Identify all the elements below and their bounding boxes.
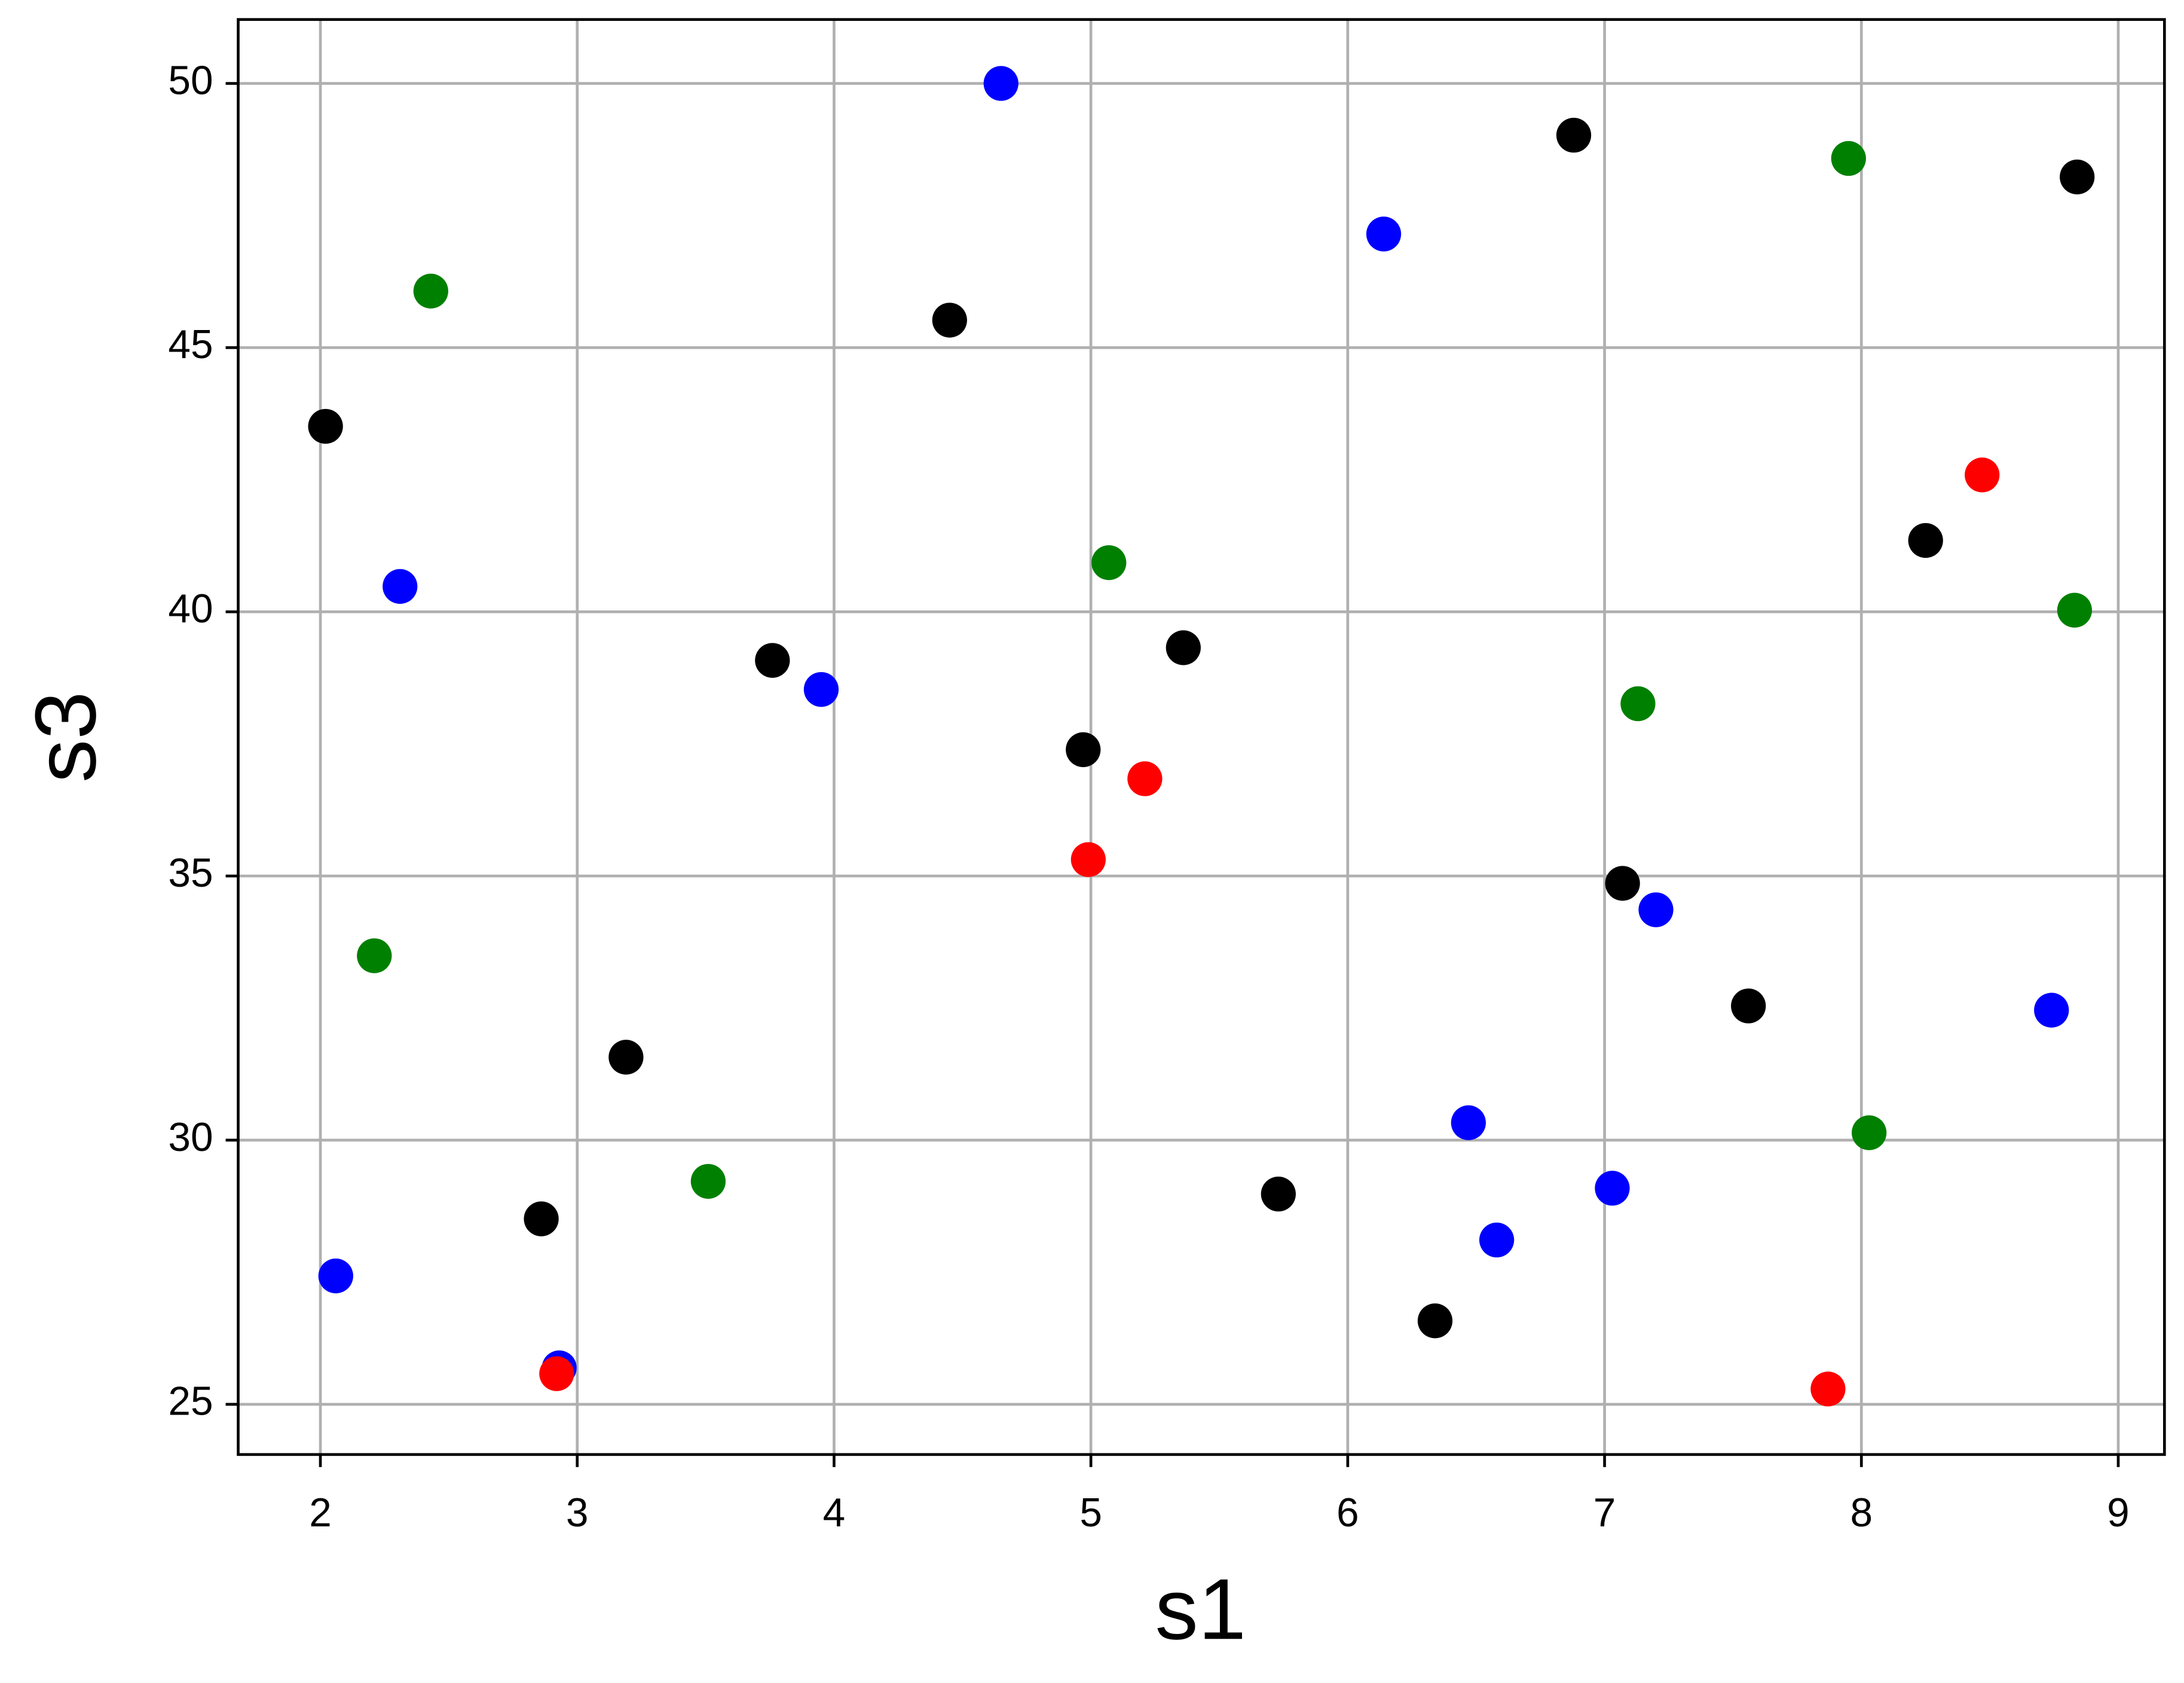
- y-axis-label: s3: [17, 691, 114, 783]
- point: [1731, 988, 1766, 1024]
- point: [983, 66, 1018, 101]
- x-tick-label: 9: [2107, 1490, 2130, 1535]
- point: [1638, 892, 1674, 927]
- point: [524, 1201, 559, 1236]
- point: [803, 672, 839, 707]
- x-tick-label: 2: [309, 1490, 332, 1535]
- point: [1417, 1303, 1453, 1339]
- point: [383, 569, 418, 604]
- point: [1066, 732, 1101, 768]
- point: [357, 938, 392, 973]
- point: [2060, 159, 2095, 195]
- x-tick-label: 7: [1593, 1490, 1616, 1535]
- point: [755, 643, 790, 678]
- plot-frame: [237, 18, 2166, 1456]
- y-tick-label: 45: [168, 322, 213, 367]
- x-tick-label: 4: [823, 1490, 846, 1535]
- point: [1595, 1171, 1630, 1206]
- y-tick-label: 35: [168, 851, 213, 896]
- x-axis-label: s1: [1155, 1560, 1246, 1657]
- point: [1620, 686, 1656, 722]
- y-tick-label: 50: [168, 58, 213, 103]
- point: [1070, 842, 1106, 877]
- point: [1831, 140, 1866, 176]
- point: [1166, 630, 1201, 665]
- point: [1605, 866, 1640, 901]
- point: [308, 408, 343, 444]
- point: [1479, 1222, 1515, 1258]
- x-tick-label: 5: [1079, 1490, 1102, 1535]
- point: [413, 273, 448, 309]
- point: [1852, 1115, 1887, 1150]
- y-tick-label: 30: [168, 1115, 213, 1160]
- point: [539, 1356, 574, 1391]
- point: [1810, 1372, 1846, 1407]
- point: [690, 1163, 726, 1199]
- x-tick-label: 8: [1850, 1490, 1873, 1535]
- point: [318, 1259, 353, 1294]
- point: [2034, 992, 2069, 1028]
- x-tick-label: 6: [1336, 1490, 1359, 1535]
- point: [1127, 761, 1163, 796]
- point: [1908, 523, 1943, 558]
- x-tick-label: 3: [566, 1490, 589, 1535]
- point: [608, 1040, 644, 1075]
- point: [1261, 1177, 1296, 1212]
- point: [932, 303, 967, 338]
- y-tick-label: 40: [168, 587, 213, 631]
- point: [1091, 545, 1127, 581]
- point: [1366, 216, 1402, 252]
- point: [1556, 118, 1592, 153]
- point: [2057, 592, 2093, 628]
- point: [1965, 457, 2000, 493]
- y-tick-label: 25: [168, 1379, 213, 1424]
- point: [1451, 1105, 1486, 1140]
